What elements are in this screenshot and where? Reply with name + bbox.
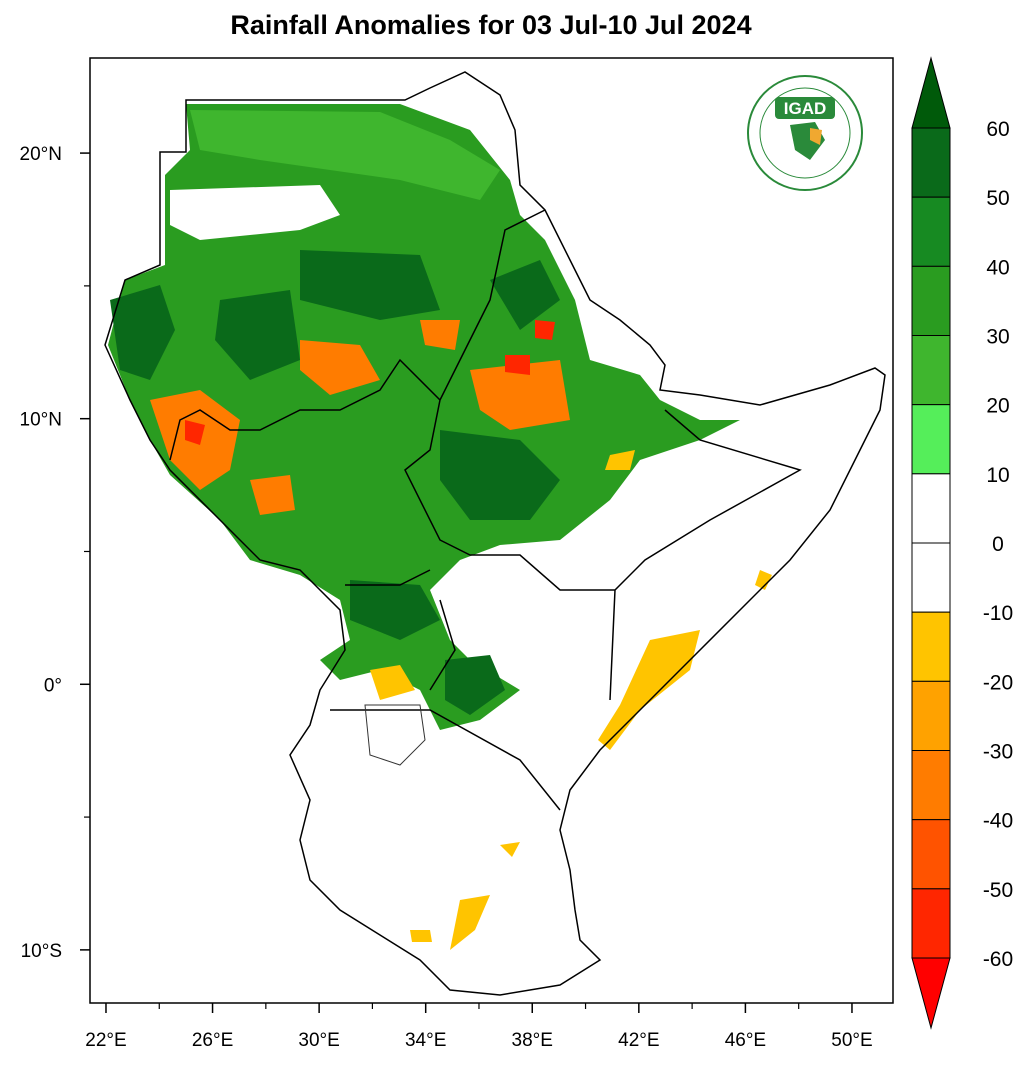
colorbar-label: -20 [983, 671, 1013, 694]
wet-patch [110, 250, 560, 715]
colorbar-label: 10 [986, 464, 1009, 487]
colorbar-upper-arrow [911, 56, 951, 129]
colorbar-box [911, 404, 951, 475]
logo-text: IGAD [784, 99, 827, 118]
x-tick-label: 34°E [405, 1030, 446, 1051]
rain-field [190, 110, 500, 200]
country-borders [169, 209, 802, 811]
colorbar-box [911, 680, 951, 751]
y-tick-label: 10°N [20, 410, 62, 431]
colorbar-label: 60 [986, 118, 1009, 141]
x-tick-label: 26°E [192, 1030, 233, 1051]
colorbar-label: 50 [986, 187, 1009, 210]
logo-inner-ring [759, 87, 851, 179]
colorbar-box [911, 265, 951, 337]
y-tick-label: 0° [44, 675, 62, 696]
y-tick-label: 10°S [21, 941, 62, 962]
logo: IGAD [747, 75, 863, 191]
colorbar-lower-arrow [911, 957, 951, 1030]
colorbar-label: 0 [992, 533, 1004, 556]
colorbar-box [911, 542, 951, 613]
colorbar-box [911, 819, 951, 890]
colorbar-box [911, 611, 951, 682]
x-tick-label: 46°E [725, 1030, 766, 1051]
map-area [104, 71, 886, 996]
logo-map-highlight [810, 128, 822, 145]
dry-patch [170, 185, 340, 240]
colorbar-label: -10 [983, 602, 1013, 625]
colorbar-box [911, 750, 951, 821]
colorbar-label: -30 [983, 741, 1013, 764]
x-tick-label: 38°E [512, 1030, 553, 1051]
x-tick-label: 22°E [85, 1030, 126, 1051]
x-tick-label: 50°E [831, 1030, 872, 1051]
colorbar-label: -60 [983, 948, 1013, 971]
colorbar-box [911, 888, 951, 959]
colorbar-label: -50 [983, 879, 1013, 902]
x-tick-label: 42°E [618, 1030, 659, 1051]
region-outline [104, 71, 886, 996]
rain-field [108, 104, 740, 730]
y-tick-label: 20°N [20, 144, 62, 165]
colorbar-box [911, 196, 951, 267]
colorbar: 60 50 40 30 20 10 0 -10 -20 -30 -40 -50 -60 [911, 56, 1013, 1030]
lake-victoria [364, 704, 426, 766]
colorbar-label: 20 [986, 395, 1009, 418]
axes: 22°E 26°E 30°E 34°E 38°E 42°E 46°E 50°E 20°N 10°N… [20, 144, 873, 1051]
colorbar-box [911, 473, 951, 544]
logo-badge [775, 97, 835, 119]
colorbar-label: 30 [986, 326, 1009, 349]
colorbar-label: 40 [986, 256, 1009, 279]
x-tick-label: 30°E [298, 1030, 339, 1051]
colorbar-box [911, 127, 951, 198]
dry-anomaly [150, 320, 570, 515]
colorbar-label: -40 [983, 810, 1013, 833]
colorbar-box [911, 335, 951, 406]
title: Rainfall Anomalies for 03 Jul-10 Jul 202… [230, 10, 751, 40]
